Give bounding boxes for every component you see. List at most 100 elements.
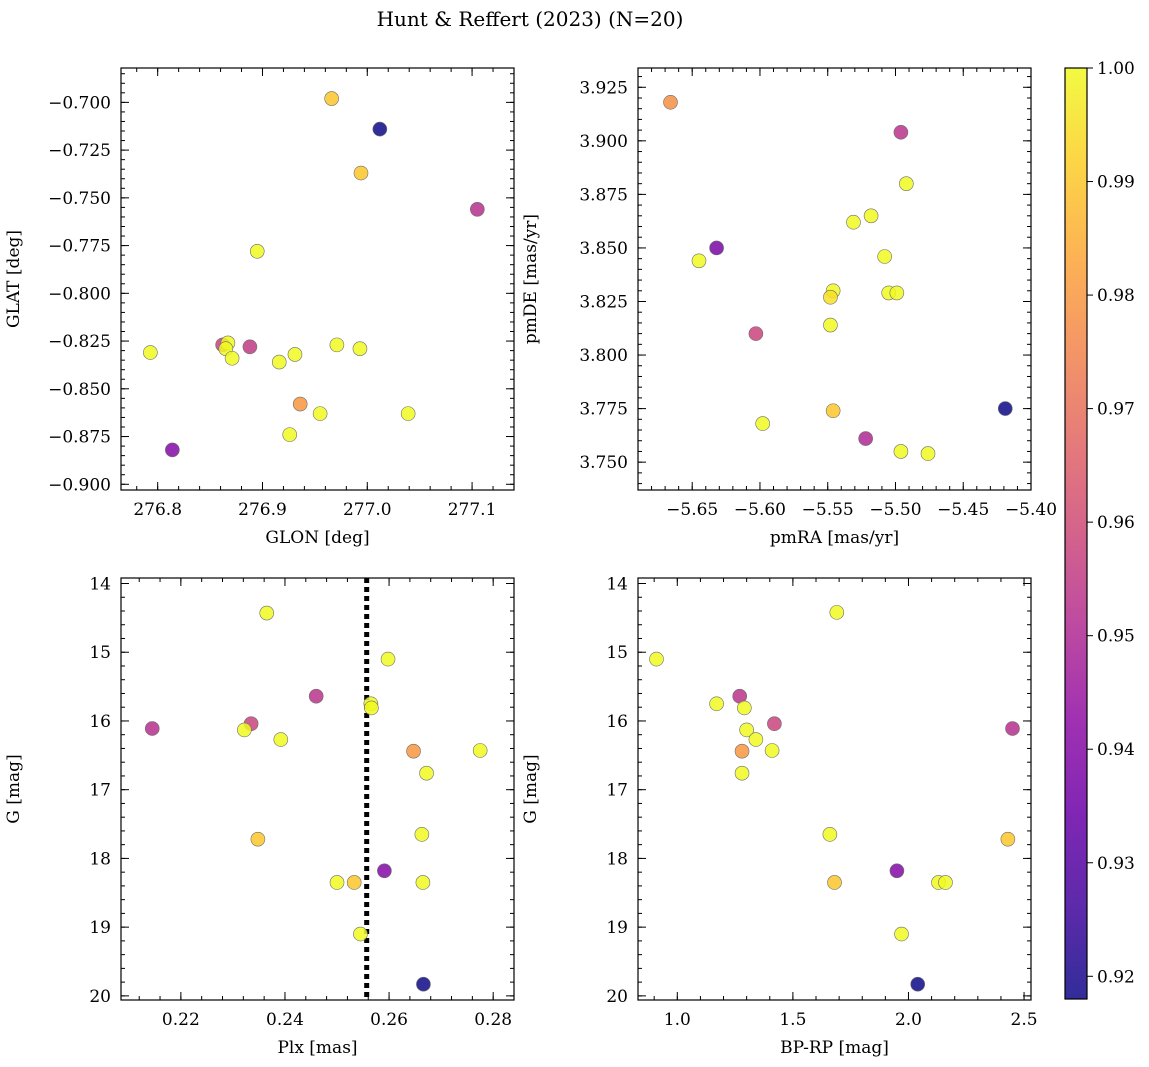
axes-frame bbox=[120, 577, 515, 1001]
colorbar-tick-label: 0.93 bbox=[1097, 854, 1135, 874]
data-point bbox=[822, 827, 838, 842]
colorbar-gradient bbox=[1065, 68, 1087, 999]
data-point bbox=[920, 446, 936, 461]
data-point bbox=[312, 406, 328, 421]
y-tick-label: 19 bbox=[89, 918, 111, 938]
data-point bbox=[709, 696, 724, 712]
y-tick-label: −0.725 bbox=[48, 141, 111, 161]
data-point bbox=[143, 345, 158, 360]
data-point bbox=[259, 605, 275, 621]
y-axis-label: pmDE [mas/yr] bbox=[521, 214, 541, 344]
x-tick-label: 277.1 bbox=[448, 500, 497, 520]
x-tick-label: −5.60 bbox=[734, 500, 786, 520]
data-point bbox=[910, 976, 926, 992]
y-tick-label: 3.775 bbox=[579, 400, 628, 420]
data-point bbox=[748, 732, 764, 747]
y-tick-label: 15 bbox=[89, 643, 111, 663]
data-point bbox=[273, 732, 289, 747]
data-point bbox=[308, 688, 324, 704]
x-tick-label: −5.55 bbox=[802, 500, 854, 520]
minor-ticks bbox=[638, 68, 1032, 490]
data-point bbox=[419, 765, 434, 781]
y-tick-label: 3.825 bbox=[579, 292, 628, 312]
data-point bbox=[271, 354, 287, 370]
data-point bbox=[764, 743, 780, 758]
y-tick-label: −0.750 bbox=[48, 189, 111, 209]
y-tick-label: 20 bbox=[606, 987, 628, 1007]
data-point bbox=[292, 396, 308, 412]
y-tick-label: 14 bbox=[606, 574, 628, 594]
x-tick-label: 276.9 bbox=[238, 500, 287, 520]
data-point bbox=[346, 875, 362, 890]
y-axis-label: G [mag] bbox=[4, 754, 24, 823]
y-tick-label: 14 bbox=[89, 574, 111, 594]
colorbar-tick-label: 0.92 bbox=[1097, 967, 1135, 987]
y-tick-label: −0.850 bbox=[48, 380, 111, 400]
x-tick-label: 0.28 bbox=[474, 1010, 512, 1030]
colorbar-tick-label: 0.95 bbox=[1097, 627, 1135, 647]
x-tick-label: 1.0 bbox=[664, 1010, 691, 1030]
panels: 276.8 276.9 277.0 277.1 −0.900 −0.875 −0.850 −0… bbox=[4, 67, 1057, 1058]
data-point bbox=[372, 121, 388, 137]
colorbar-frame bbox=[1064, 67, 1088, 1000]
data-points bbox=[143, 91, 485, 458]
data-point bbox=[249, 244, 265, 259]
y-tick-label: −0.775 bbox=[48, 237, 111, 257]
x-tick-label: 0.22 bbox=[162, 1010, 200, 1030]
figure-title: Hunt & Reffert (2023) (N=20) bbox=[377, 7, 684, 31]
data-point bbox=[287, 347, 303, 362]
y-tick-label: 3.850 bbox=[579, 239, 628, 259]
data-point bbox=[329, 875, 345, 890]
data-point bbox=[1000, 831, 1016, 847]
y-tick-label: 18 bbox=[606, 849, 628, 869]
minor-ticks bbox=[121, 68, 515, 490]
data-point bbox=[663, 94, 678, 110]
y-tick-label: 3.925 bbox=[579, 78, 628, 98]
data-point bbox=[748, 326, 764, 341]
x-axis-label: Plx [mas] bbox=[277, 1038, 357, 1058]
data-point bbox=[889, 285, 905, 301]
x-tick-label: 2.5 bbox=[1011, 1010, 1038, 1030]
data-point bbox=[380, 651, 396, 667]
y-tick-label: −0.825 bbox=[48, 332, 111, 352]
y-tick-label: 16 bbox=[89, 712, 111, 732]
x-tick-label: 1.5 bbox=[779, 1010, 806, 1030]
colorbar-tick-label: 0.96 bbox=[1097, 513, 1135, 533]
y-tick-label: 3.900 bbox=[579, 132, 628, 152]
data-point bbox=[894, 926, 909, 942]
data-point bbox=[899, 176, 914, 191]
data-point bbox=[472, 743, 488, 758]
data-point bbox=[415, 875, 431, 890]
y-tick-label: −0.800 bbox=[48, 284, 111, 304]
data-point bbox=[709, 240, 724, 256]
y-tick-label: −0.900 bbox=[48, 475, 111, 495]
data-point bbox=[827, 875, 842, 890]
data-point bbox=[414, 827, 430, 842]
data-point bbox=[242, 339, 258, 355]
data-point bbox=[739, 722, 754, 738]
x-tick-label: 277.0 bbox=[343, 500, 392, 520]
x-tick-label: 276.8 bbox=[133, 500, 182, 520]
y-tick-label: −0.875 bbox=[48, 428, 111, 448]
x-tick-label: −5.45 bbox=[937, 500, 989, 520]
data-point bbox=[734, 765, 750, 781]
data-point bbox=[823, 289, 838, 305]
data-point bbox=[691, 253, 707, 269]
x-tick-label: 0.24 bbox=[266, 1010, 304, 1030]
data-point bbox=[893, 444, 909, 459]
data-point bbox=[1005, 721, 1020, 736]
x-tick-label: 2.0 bbox=[895, 1010, 922, 1030]
data-point bbox=[324, 91, 339, 106]
data-point bbox=[282, 427, 298, 442]
y-tick-label: 16 bbox=[606, 712, 628, 732]
minor-ticks bbox=[638, 578, 1031, 1000]
colorbar-tick-label: 0.94 bbox=[1097, 740, 1135, 760]
data-point bbox=[364, 700, 379, 716]
minor-ticks bbox=[121, 578, 515, 1000]
data-points bbox=[663, 94, 1013, 461]
data-points bbox=[144, 605, 488, 992]
data-point bbox=[649, 651, 664, 667]
colorbar-tick-label: 0.99 bbox=[1097, 173, 1135, 193]
data-point bbox=[416, 976, 431, 992]
